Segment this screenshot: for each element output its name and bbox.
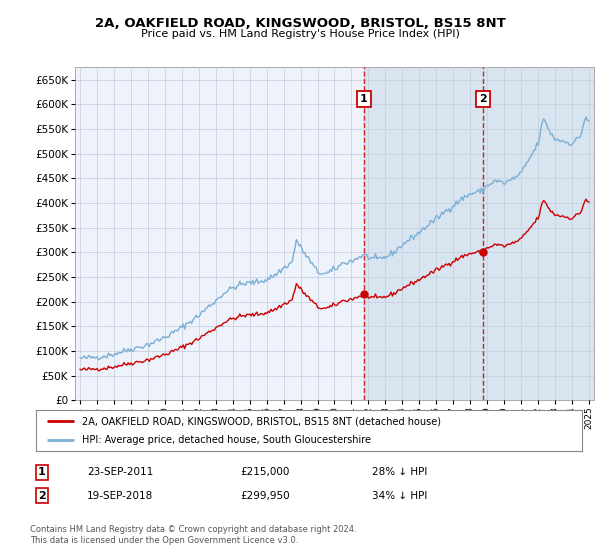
Bar [364,67,594,400]
Text: 2A, OAKFIELD ROAD, KINGSWOOD, BRISTOL, BS15 8NT (detached house): 2A, OAKFIELD ROAD, KINGSWOOD, BRISTOL, B… [82,417,442,426]
Text: 1: 1 [38,467,46,477]
Text: 34% ↓ HPI: 34% ↓ HPI [372,491,427,501]
Text: 2: 2 [38,491,46,501]
Text: 28% ↓ HPI: 28% ↓ HPI [372,467,427,477]
Text: 1: 1 [360,94,368,104]
Text: 2A, OAKFIELD ROAD, KINGSWOOD, BRISTOL, BS15 8NT: 2A, OAKFIELD ROAD, KINGSWOOD, BRISTOL, B… [95,17,505,30]
Text: 2: 2 [479,94,487,104]
Text: Price paid vs. HM Land Registry's House Price Index (HPI): Price paid vs. HM Land Registry's House … [140,29,460,39]
Text: Contains HM Land Registry data © Crown copyright and database right 2024.
This d: Contains HM Land Registry data © Crown c… [30,525,356,545]
Text: 19-SEP-2018: 19-SEP-2018 [87,491,153,501]
Text: £215,000: £215,000 [240,467,289,477]
Text: £299,950: £299,950 [240,491,290,501]
Text: 23-SEP-2011: 23-SEP-2011 [87,467,153,477]
Text: HPI: Average price, detached house, South Gloucestershire: HPI: Average price, detached house, Sout… [82,435,371,445]
